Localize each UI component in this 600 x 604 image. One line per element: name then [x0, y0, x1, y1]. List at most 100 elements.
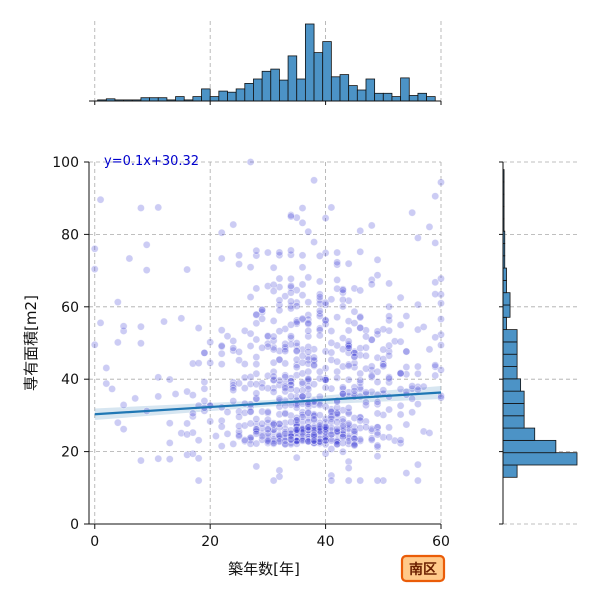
scatter-point	[437, 393, 445, 402]
scatter-point	[160, 317, 168, 326]
scatter-point	[252, 425, 261, 434]
scatter-point	[356, 369, 365, 378]
scatter-point	[269, 476, 278, 485]
scatter-point	[356, 247, 365, 256]
scatter-point	[298, 392, 307, 401]
scatter-point	[431, 192, 440, 201]
scatter-point	[275, 251, 284, 260]
scatter-point	[142, 240, 151, 249]
scatter-point	[333, 440, 342, 449]
scatter-point	[315, 306, 324, 315]
scatter-point	[217, 254, 226, 263]
scatter-point	[240, 384, 249, 393]
right-hist-bar	[502, 316, 507, 331]
scatter-point	[373, 271, 382, 280]
scatter-point	[402, 469, 411, 478]
scatter-point	[333, 313, 342, 322]
x-tick-label: 60	[432, 534, 450, 550]
scatter-point	[217, 360, 226, 369]
scatter-point	[137, 204, 145, 212]
right-hist-bar	[502, 403, 525, 417]
scatter-point	[298, 345, 307, 354]
scatter-point	[414, 300, 422, 309]
scatter-point	[356, 226, 365, 235]
scatter-point	[373, 353, 382, 362]
scatter-point	[258, 306, 267, 314]
scatter-point	[281, 359, 290, 368]
scatter-point	[321, 425, 330, 434]
y-axis-label: 専有面積[m2]	[22, 295, 40, 391]
top-hist-bar	[270, 68, 280, 102]
scatter-point	[287, 385, 295, 393]
scatter-point	[275, 431, 284, 440]
scatter-point	[327, 423, 336, 432]
scatter-point	[379, 433, 388, 442]
scatter-point	[137, 322, 145, 331]
scatter-point	[292, 318, 301, 327]
scatter-point	[327, 436, 336, 445]
scatter-point	[298, 314, 307, 323]
scatter-point	[327, 408, 336, 416]
scatter-point	[437, 274, 445, 283]
scatter-point	[229, 344, 238, 352]
scatter-point	[292, 213, 301, 222]
scatter-point	[113, 418, 122, 427]
top-hist-bar	[209, 96, 220, 102]
scatter-point	[90, 265, 99, 274]
scatter-point	[396, 293, 405, 302]
scatter-point	[356, 376, 365, 385]
scatter-point	[252, 360, 261, 369]
scatter-point	[113, 298, 122, 307]
scatter-point	[96, 195, 105, 204]
scatter-point	[367, 362, 376, 371]
scatter-point	[344, 337, 353, 346]
scatter-point	[206, 417, 215, 426]
scatter-point	[367, 436, 376, 444]
scatter-point	[292, 347, 301, 356]
scatter-point	[396, 385, 405, 394]
right-hist-bar	[502, 378, 522, 392]
scatter-point	[275, 248, 284, 257]
scatter-point	[327, 327, 336, 335]
regression-equation: y=0.1x+30.32	[104, 154, 199, 169]
scatter-point	[252, 335, 261, 344]
scatter-point	[212, 432, 220, 440]
scatter-point	[327, 203, 336, 212]
scatter-point	[246, 293, 255, 301]
right-hist-bar	[502, 439, 557, 454]
scatter-point	[304, 375, 313, 384]
scatter-point	[414, 325, 422, 334]
scatter-point	[315, 277, 324, 286]
scatter-point	[333, 424, 342, 433]
scatter-point	[304, 409, 313, 417]
scatter-point	[292, 392, 301, 401]
top-hist-bar	[296, 78, 306, 102]
scatter-point	[263, 342, 272, 351]
scatter-point	[333, 258, 342, 267]
scatter-point	[362, 343, 370, 352]
scatter-point	[171, 390, 180, 398]
scatter-point	[310, 436, 318, 445]
scatter-point	[292, 316, 301, 325]
scatter-point	[154, 392, 163, 401]
scatter-point	[165, 419, 174, 428]
scatter-point	[298, 263, 307, 272]
scatter-point	[275, 296, 284, 305]
scatter-point	[304, 227, 313, 236]
scatter-point	[321, 402, 330, 411]
scatter-point	[304, 298, 313, 307]
scatter-point	[269, 263, 278, 272]
scatter-point	[321, 300, 330, 309]
scatter-point	[437, 391, 445, 400]
scatter-point	[327, 414, 336, 423]
top-hist-bar	[365, 78, 376, 102]
scatter-point	[258, 343, 267, 352]
scatter-point	[298, 412, 307, 421]
scatter-point	[217, 349, 226, 358]
scatter-point	[263, 371, 272, 380]
top-hist-bar	[279, 79, 289, 102]
scatter-point	[304, 359, 313, 368]
scatter-point	[235, 407, 243, 416]
x-tick-label: 0	[90, 534, 99, 550]
scatter-point	[333, 260, 342, 269]
